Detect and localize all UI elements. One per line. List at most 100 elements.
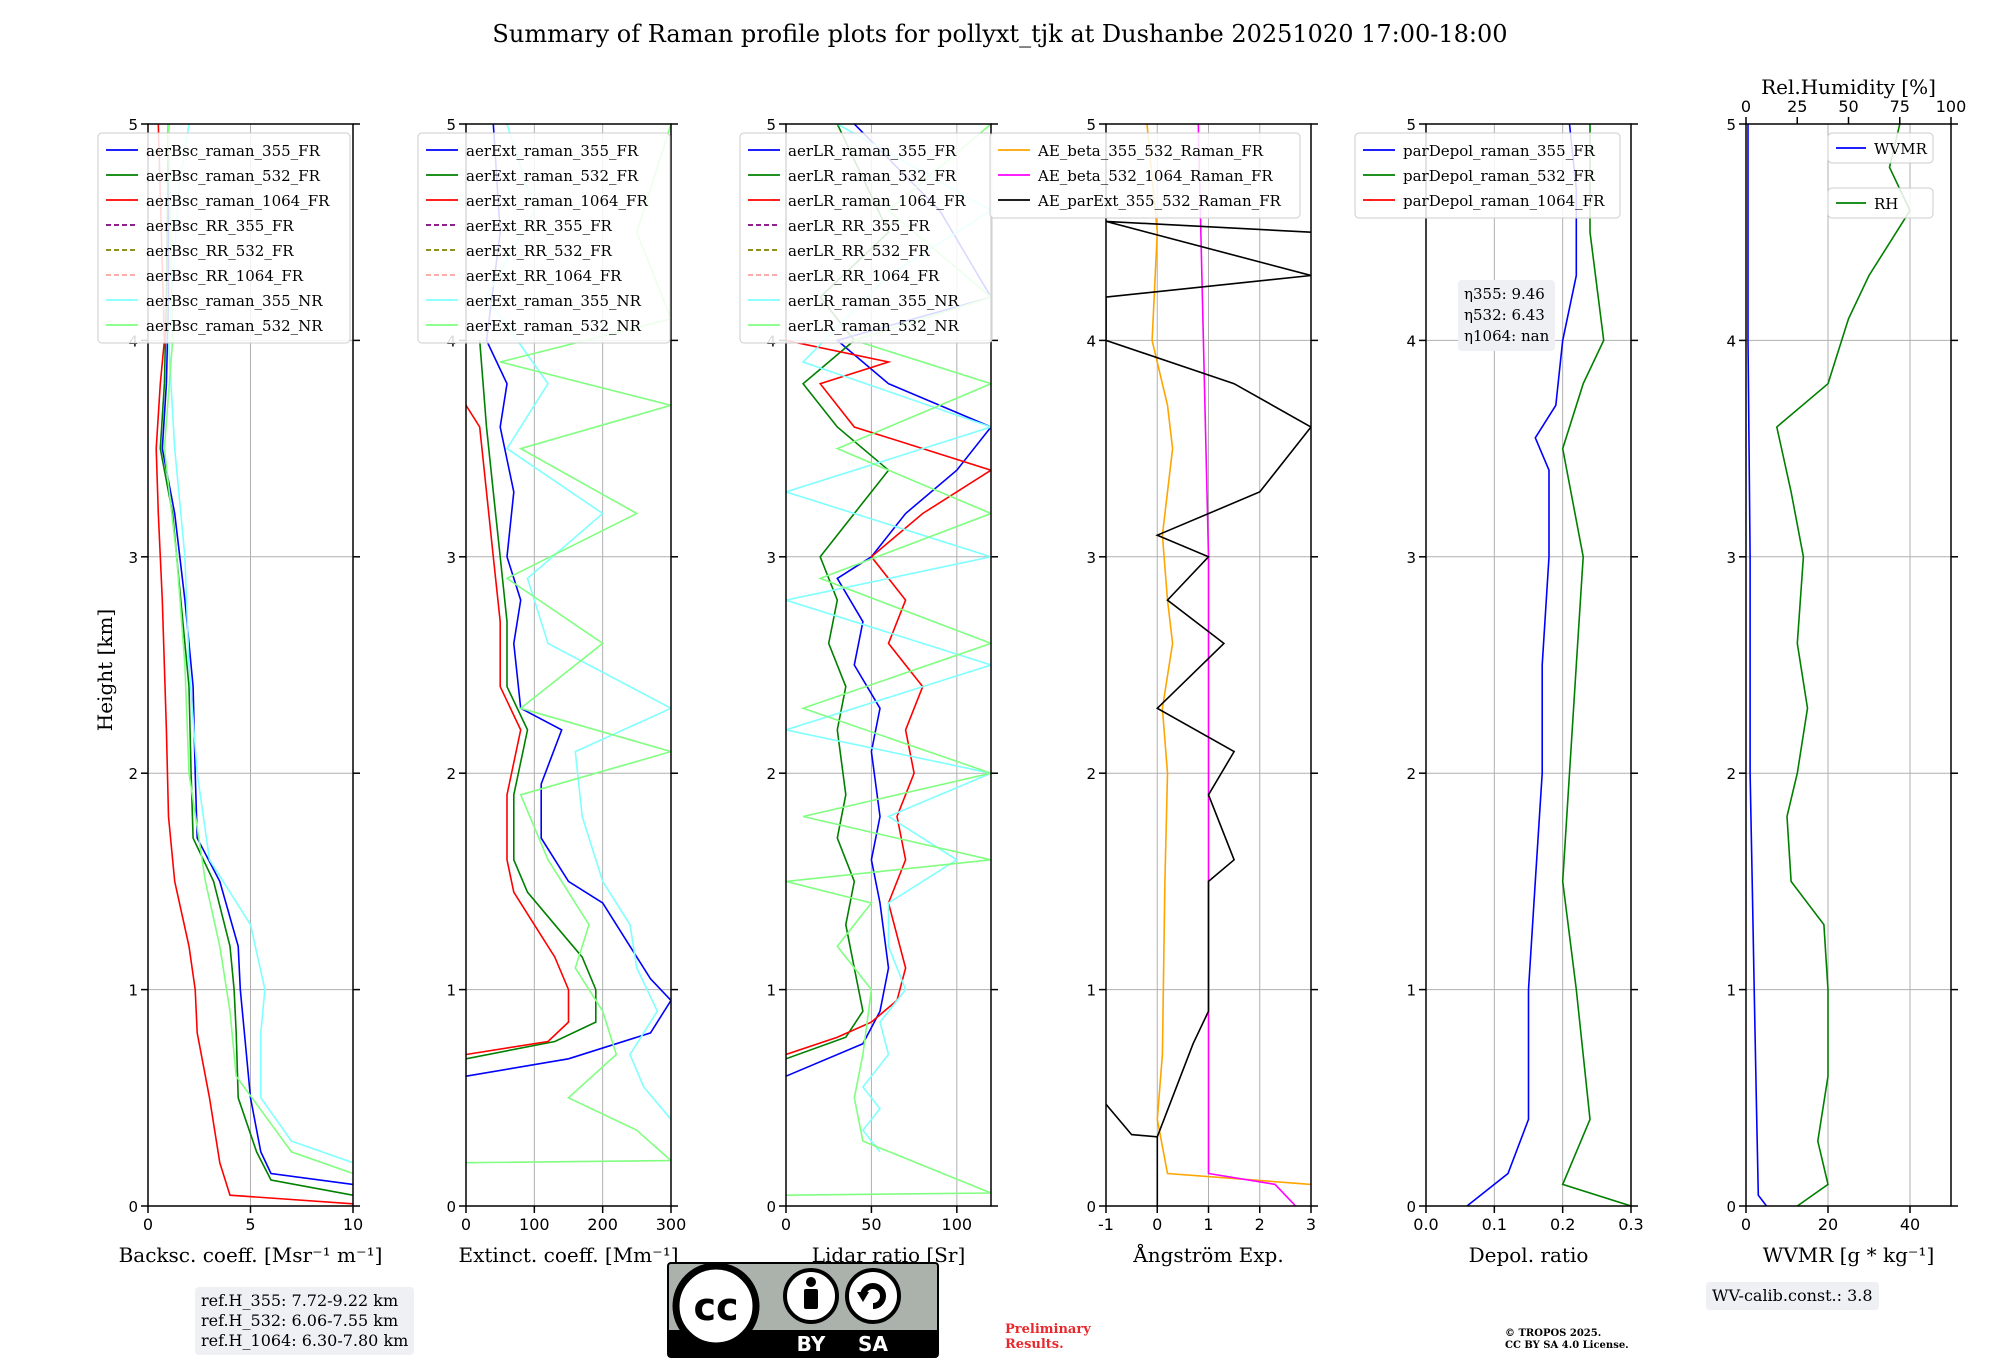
y-tick-label: 5	[1086, 116, 1096, 134]
x-tick-label: 100	[519, 1215, 550, 1234]
panel-ext: 0100200300012345Extinct. coeff. [Mm⁻¹]ae…	[417, 116, 686, 1267]
copyright-line-1: © TROPOS 2025.	[1505, 1328, 1602, 1339]
legend-label: parDepol_raman_1064_FR	[1403, 192, 1605, 210]
y-tick-label: 1	[128, 982, 138, 1000]
legend-label: RH	[1874, 195, 1898, 213]
series-aerExt_raman_355_FR	[466, 124, 671, 1077]
x-tick-label: 50	[861, 1215, 881, 1234]
series-aerBsc_raman_355_FR	[161, 124, 353, 1186]
series-AE_parExt_355_532_Raman_FR	[1106, 220, 1311, 1206]
x-axis-label: Ångström Exp.	[1132, 1242, 1283, 1267]
axes-frame	[785, 123, 992, 1207]
x-tick-label: 1	[1203, 1215, 1213, 1234]
legend-box	[739, 132, 993, 344]
legend-label: aerLR_RR_355_FR	[788, 217, 930, 235]
legend-box	[989, 132, 1301, 219]
legend-label: aerLR_RR_532_FR	[788, 242, 930, 260]
x-tick-label: 0	[1152, 1215, 1162, 1234]
y-tick-label: 5	[1406, 116, 1416, 134]
series-aerBsc_raman_532_NR	[163, 124, 353, 1175]
y-tick-label: 2	[766, 765, 776, 783]
series-aerBsc_raman_532_FR	[159, 124, 353, 1196]
legend-box	[1354, 132, 1621, 219]
legend: aerExt_raman_355_FR aerExt_raman_532_FRae…	[417, 132, 671, 344]
x-axis-label: Depol. ratio	[1469, 1243, 1589, 1267]
legend-label: aerLR_raman_532_NR	[788, 317, 959, 335]
y-tick-label: 4	[1086, 332, 1096, 350]
y-tick-label: 2	[1086, 765, 1096, 783]
y-tick-label: 1	[1086, 982, 1096, 1000]
x-tick-label: 0	[781, 1215, 791, 1234]
axes-frame	[465, 123, 672, 1207]
y-tick-label: 0	[128, 1198, 138, 1216]
axes-frame	[1745, 123, 1952, 1207]
x-tick-label: 0	[461, 1215, 471, 1234]
y-tick-label: 4	[1406, 332, 1416, 350]
y-tick-label: 5	[1726, 116, 1736, 134]
y-tick-label: 0	[1406, 1198, 1416, 1216]
y-tick-label: 3	[1406, 549, 1416, 567]
series-aerExt_raman_355_NR	[485, 124, 671, 1120]
legend-label: parDepol_raman_355_FR	[1403, 142, 1596, 160]
eta-1064: η1064: nan	[1464, 327, 1550, 345]
legend-label: aerBsc_raman_355_FR	[146, 142, 321, 160]
x2-tick-label: 75	[1890, 97, 1910, 116]
y-tick-label: 0	[1726, 1198, 1736, 1216]
y-tick-label: 5	[446, 116, 456, 134]
series-aerExt_raman_532_NR	[466, 124, 671, 1164]
series-group	[1106, 124, 1311, 1206]
series-group	[155, 124, 353, 1205]
legend-label: aerExt_RR_355_FR	[466, 217, 613, 235]
legend-label: WVMR	[1874, 140, 1928, 158]
series-parDepol_raman_532_FR	[1561, 124, 1631, 1206]
x-tick-label: 5	[245, 1215, 255, 1234]
preliminary-note: Preliminary Results.	[1005, 1322, 1091, 1352]
x2-axis-label: Rel.Humidity [%]	[1761, 75, 1936, 99]
series-aerLR_raman_532_FR	[786, 124, 890, 1060]
series-group	[1747, 124, 1911, 1206]
x2-tick-label: 100	[1936, 97, 1967, 116]
preliminary-line-2: Results.	[1005, 1337, 1064, 1352]
legend-label: aerLR_raman_355_NR	[788, 292, 959, 310]
series-aerLR_raman_532_NR	[786, 124, 991, 1196]
x-tick-label: 3	[1306, 1215, 1316, 1234]
legend-label: aerBsc_RR_1064_FR	[146, 267, 304, 285]
wv-calib-box: WV-calib.const.: 3.8	[1706, 1282, 1879, 1310]
legend-label: aerExt_raman_355_FR	[466, 142, 639, 160]
y-tick-label: 0	[1086, 1198, 1096, 1216]
legend-label: aerExt_RR_1064_FR	[466, 267, 622, 285]
x-tick-label: 0.0	[1413, 1215, 1438, 1234]
series-group	[1466, 124, 1631, 1206]
x-tick-label: -1	[1098, 1215, 1114, 1234]
legend-label: aerBsc_raman_532_FR	[146, 167, 321, 185]
legend-label: aerExt_RR_532_FR	[466, 242, 613, 260]
y-axis-label: Height [km]	[93, 609, 117, 731]
x-axis-label: Backsc. coeff. [Msr⁻¹ m⁻¹]	[119, 1243, 383, 1267]
x-axis-label: Extinct. coeff. [Mm⁻¹]	[458, 1243, 678, 1267]
ref-height-355: ref.H_355: 7.72-9.22 km	[201, 1291, 399, 1310]
series-aerBsc_raman_355_NR	[167, 124, 353, 1164]
cc-icon	[672, 1262, 760, 1350]
series-AE_beta_355_532_Raman_FR	[1146, 124, 1311, 1186]
legend-label: aerBsc_RR_532_FR	[146, 242, 294, 260]
cc-text: cc	[693, 1285, 738, 1329]
y-tick-label: 2	[128, 765, 138, 783]
eta-355: η355: 9.46	[1464, 285, 1545, 303]
eta-532: η532: 6.43	[1464, 306, 1545, 324]
sa-label: SA	[858, 1332, 888, 1356]
series-parDepol_raman_355_FR	[1466, 124, 1578, 1206]
cc-by-sa-logo: cc BY SA	[667, 1262, 939, 1358]
legend-label: AE_beta_355_532_Raman_FR	[1037, 142, 1264, 160]
series-aerBsc_raman_1064_FR	[155, 124, 353, 1205]
ref-height-532: ref.H_532: 6.06-7.55 km	[201, 1311, 399, 1330]
legend-label: aerLR_raman_355_FR	[788, 142, 957, 160]
x-tick-label: 0.2	[1550, 1215, 1575, 1234]
y-tick-label: 1	[446, 982, 456, 1000]
y-tick-label: 1	[766, 982, 776, 1000]
y-tick-label: 4	[1726, 332, 1736, 350]
y-tick-label: 2	[1726, 765, 1736, 783]
legend-box	[417, 132, 671, 344]
legend-label: AE_beta_532_1064_Raman_FR	[1037, 167, 1273, 185]
